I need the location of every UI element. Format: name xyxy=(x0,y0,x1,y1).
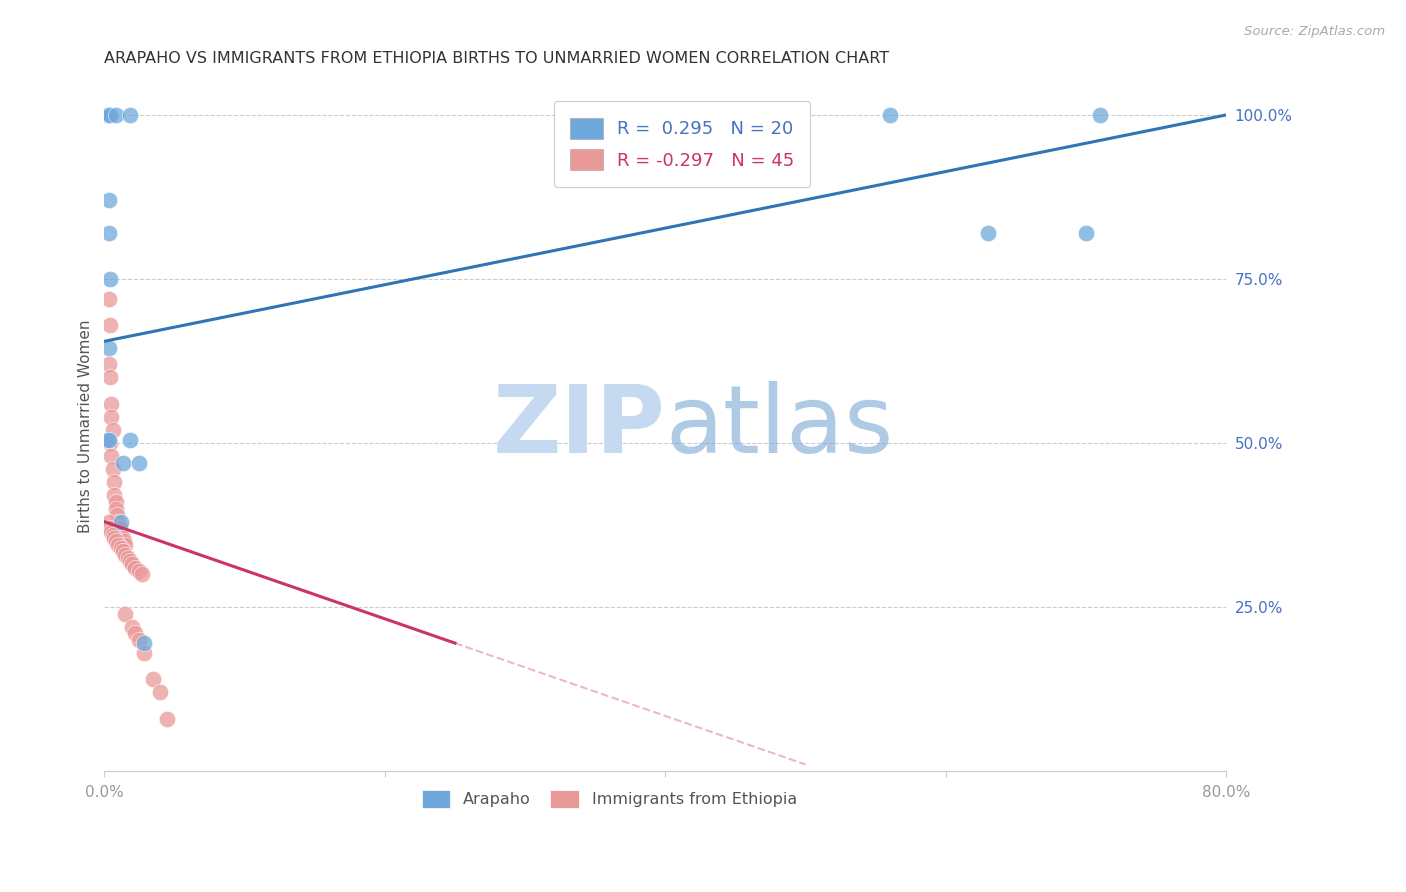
Text: atlas: atlas xyxy=(665,381,894,473)
Point xyxy=(107,538,129,552)
Point xyxy=(149,685,172,699)
Point xyxy=(103,488,125,502)
Text: ZIP: ZIP xyxy=(492,381,665,473)
Text: ARAPAHO VS IMMIGRANTS FROM ETHIOPIA BIRTHS TO UNMARRIED WOMEN CORRELATION CHART: ARAPAHO VS IMMIGRANTS FROM ETHIOPIA BIRT… xyxy=(104,51,890,66)
Point xyxy=(104,495,127,509)
Point xyxy=(132,646,155,660)
Point xyxy=(128,456,150,470)
Point xyxy=(98,521,121,535)
Point xyxy=(118,433,141,447)
Point xyxy=(97,108,120,122)
Point xyxy=(97,226,120,240)
Point xyxy=(114,548,136,562)
Point xyxy=(112,534,135,549)
Point xyxy=(121,558,143,572)
Point xyxy=(100,524,122,539)
Point xyxy=(100,449,122,463)
Point xyxy=(97,292,120,306)
Point xyxy=(111,531,134,545)
Point xyxy=(104,534,127,549)
Point xyxy=(111,544,134,558)
Point xyxy=(104,108,127,122)
Point xyxy=(97,433,120,447)
Point xyxy=(100,409,122,424)
Point xyxy=(111,456,134,470)
Point xyxy=(879,108,901,122)
Point xyxy=(142,672,165,686)
Point xyxy=(110,541,132,555)
Point xyxy=(118,108,141,122)
Point xyxy=(104,501,127,516)
Point xyxy=(114,538,136,552)
Point xyxy=(1074,226,1097,240)
Point xyxy=(98,272,121,286)
Point xyxy=(114,607,136,621)
Point xyxy=(98,108,121,122)
Point xyxy=(977,226,1000,240)
Point xyxy=(132,636,155,650)
Point xyxy=(97,341,120,355)
Point xyxy=(98,318,121,332)
Point xyxy=(96,433,118,447)
Point xyxy=(1088,108,1111,122)
Legend: Arapaho, Immigrants from Ethiopia: Arapaho, Immigrants from Ethiopia xyxy=(415,783,803,814)
Point xyxy=(97,357,120,371)
Point xyxy=(101,423,124,437)
Point xyxy=(110,515,132,529)
Point xyxy=(100,396,122,410)
Point xyxy=(131,567,153,582)
Point xyxy=(97,193,120,207)
Point xyxy=(107,515,129,529)
Point xyxy=(105,508,128,523)
Point xyxy=(98,436,121,450)
Y-axis label: Births to Unmarried Women: Births to Unmarried Women xyxy=(79,320,93,533)
Text: Source: ZipAtlas.com: Source: ZipAtlas.com xyxy=(1244,25,1385,38)
Point xyxy=(128,632,150,647)
Point xyxy=(128,564,150,578)
Point xyxy=(108,521,131,535)
Point xyxy=(124,560,146,574)
Point xyxy=(124,626,146,640)
Point xyxy=(96,108,118,122)
Point xyxy=(121,620,143,634)
Point xyxy=(98,370,121,384)
Point xyxy=(117,550,139,565)
Point xyxy=(97,515,120,529)
Point xyxy=(103,531,125,545)
Point xyxy=(101,528,124,542)
Point xyxy=(101,462,124,476)
Point xyxy=(110,528,132,542)
Point xyxy=(103,475,125,490)
Point xyxy=(156,712,179,726)
Point xyxy=(118,554,141,568)
